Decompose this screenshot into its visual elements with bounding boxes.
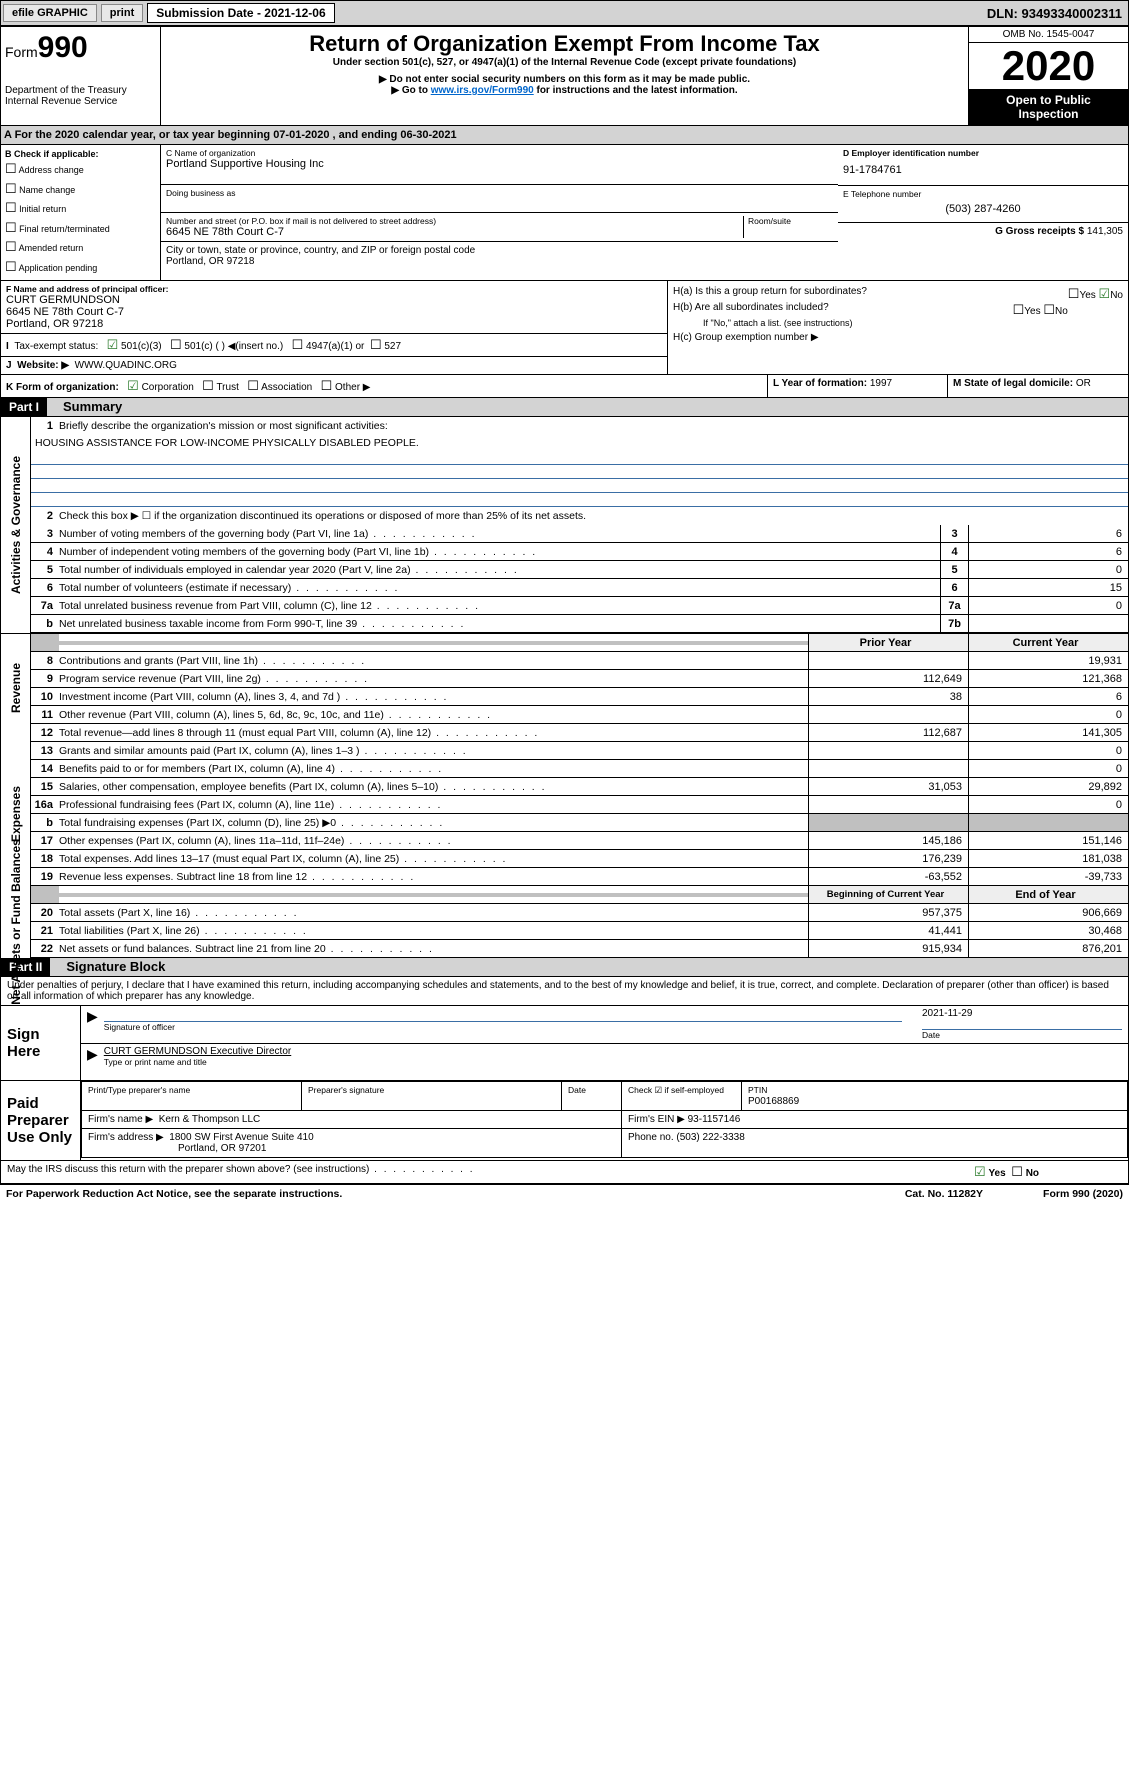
summary-line: 19Revenue less expenses. Subtract line 1… [31, 868, 1128, 886]
box-b: B Check if applicable: Address change Na… [1, 145, 161, 280]
mission-text: HOUSING ASSISTANCE FOR LOW-INCOME PHYSIC… [31, 435, 1128, 451]
open-public: Open to PublicInspection [969, 89, 1128, 125]
form-title: Return of Organization Exempt From Incom… [165, 31, 964, 57]
summary-line: 6Total number of volunteers (estimate if… [31, 579, 1128, 597]
summary-line: 3Number of voting members of the governi… [31, 525, 1128, 543]
irs-label: Internal Revenue Service [5, 96, 156, 107]
org-name: Portland Supportive Housing Inc [166, 158, 833, 170]
phone: (503) 287-4260 [843, 199, 1123, 219]
ptin: P00168869 [748, 1096, 799, 1107]
street-address: 6645 NE 78th Court C-7 [166, 226, 743, 238]
summary-line: 8Contributions and grants (Part VIII, li… [31, 652, 1128, 670]
topbar: efile GRAPHIC print Submission Date - 20… [0, 0, 1129, 26]
discuss-no[interactable] [1011, 1168, 1023, 1179]
submission-date: Submission Date - 2021-12-06 [147, 3, 334, 23]
summary-line: 14Benefits paid to or for members (Part … [31, 760, 1128, 778]
dept-treasury: Department of the Treasury [5, 85, 156, 96]
page-footer: For Paperwork Reduction Act Notice, see … [0, 1185, 1129, 1203]
summary-line: 7aTotal unrelated business revenue from … [31, 597, 1128, 615]
discuss-question: May the IRS discuss this return with the… [1, 1161, 968, 1183]
summary-line: 15Salaries, other compensation, employee… [31, 778, 1128, 796]
summary-line: 13Grants and similar amounts paid (Part … [31, 742, 1128, 760]
box-j: J Website: ▶ WWW.QUADINC.ORG [1, 357, 667, 374]
city-state-zip: Portland, OR 97218 [166, 256, 833, 267]
box-c: C Name of organizationPortland Supportiv… [161, 145, 838, 280]
summary-line: 4Number of independent voting members of… [31, 543, 1128, 561]
ein: 91-1784761 [843, 158, 1123, 182]
form-body: Form990 Department of the Treasury Inter… [0, 26, 1129, 1185]
goto-note: ▶ Go to www.irs.gov/Form990 for instruct… [165, 85, 964, 96]
summary-line: 5Total number of individuals employed in… [31, 561, 1128, 579]
summary-line: 16aProfessional fundraising fees (Part I… [31, 796, 1128, 814]
summary-line: 17Other expenses (Part IX, column (A), l… [31, 832, 1128, 850]
website: WWW.QUADINC.ORG [75, 360, 177, 371]
sign-here-label: Sign Here [1, 1006, 81, 1080]
perjury-declaration: Under penalties of perjury, I declare th… [1, 977, 1128, 1006]
side-governance: Activities & Governance [1, 417, 31, 633]
part1-header: Part ISummary [1, 398, 1128, 417]
omb-number: OMB No. 1545-0047 [969, 27, 1128, 43]
paid-preparer-label: Paid Preparer Use Only [1, 1081, 81, 1160]
discuss-yes[interactable] [974, 1168, 986, 1179]
firm-ein: 93-1157146 [688, 1114, 741, 1125]
tax-year: 2020 [969, 43, 1128, 89]
summary-line: 18Total expenses. Add lines 13–17 (must … [31, 850, 1128, 868]
summary-line: 12Total revenue—add lines 8 through 11 (… [31, 724, 1128, 742]
tax-period: A For the 2020 calendar year, or tax yea… [1, 126, 1128, 145]
box-d-e-g: D Employer identification number91-17847… [838, 145, 1128, 280]
summary-line: bNet unrelated business taxable income f… [31, 615, 1128, 633]
501c3-checkbox[interactable] [107, 341, 119, 352]
summary-line: 10Investment income (Part VIII, column (… [31, 688, 1128, 706]
form-subtitle: Under section 501(c), 527, or 4947(a)(1)… [165, 57, 964, 68]
box-i: I Tax-exempt status: 501(c)(3) 501(c) ( … [1, 334, 667, 357]
efile-button[interactable]: efile GRAPHIC [3, 4, 97, 22]
group-return-no[interactable] [1099, 290, 1111, 301]
part2-header: Part IISignature Block [1, 958, 1128, 977]
officer-name: CURT GERMUNDSON Executive Director [104, 1046, 1122, 1057]
firm-name: Kern & Thompson LLC [159, 1114, 261, 1125]
form-number: Form990 [5, 31, 156, 65]
irs-link[interactable]: www.irs.gov/Form990 [431, 85, 534, 96]
print-button[interactable]: print [101, 4, 143, 22]
ssn-note: ▶ Do not enter social security numbers o… [165, 74, 964, 85]
side-netassets: Net Assets or Fund Balances [1, 886, 31, 958]
summary-line: 22Net assets or fund balances. Subtract … [31, 940, 1128, 958]
dln-label: DLN: 93493340002311 [987, 6, 1126, 21]
side-revenue: Revenue [1, 634, 31, 742]
summary-line: bTotal fundraising expenses (Part IX, co… [31, 814, 1128, 832]
box-l: L Year of formation: 1997 [768, 375, 948, 397]
summary-line: 21Total liabilities (Part X, line 26)41,… [31, 922, 1128, 940]
firm-phone: (503) 222-3338 [676, 1132, 744, 1143]
box-m: M State of legal domicile: OR [948, 375, 1128, 397]
corp-checkbox[interactable] [127, 382, 139, 393]
summary-line: 11Other revenue (Part VIII, column (A), … [31, 706, 1128, 724]
box-f: F Name and address of principal officer:… [1, 281, 667, 334]
summary-line: 9Program service revenue (Part VIII, lin… [31, 670, 1128, 688]
gross-receipts: 141,305 [1087, 226, 1123, 237]
summary-line: 20Total assets (Part X, line 16)957,3759… [31, 904, 1128, 922]
box-h: H(a) Is this a group return for subordin… [668, 281, 1128, 349]
box-k: K Form of organization: Corporation Trus… [1, 375, 768, 397]
